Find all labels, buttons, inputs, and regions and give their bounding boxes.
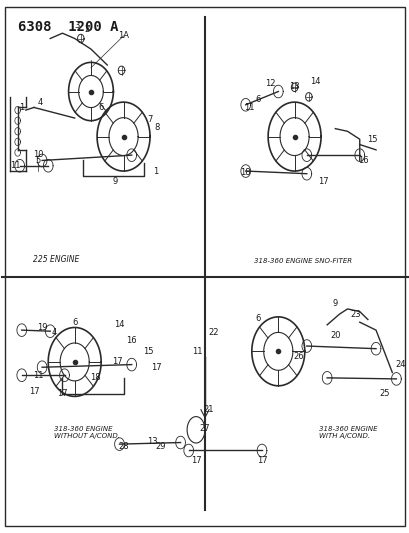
Text: 1: 1 <box>153 166 158 175</box>
Text: 29: 29 <box>155 442 165 451</box>
Text: 6: 6 <box>255 95 260 104</box>
Text: 7: 7 <box>147 115 152 124</box>
Text: 14: 14 <box>309 77 319 86</box>
Text: 21: 21 <box>203 405 214 414</box>
Text: 1: 1 <box>19 103 24 112</box>
Text: 27: 27 <box>199 424 210 433</box>
Text: 225 ENGINE: 225 ENGINE <box>33 255 79 264</box>
Text: 318-360 ENGINE SNO-FITER: 318-360 ENGINE SNO-FITER <box>253 258 351 264</box>
Text: 28: 28 <box>118 442 128 451</box>
Text: 25: 25 <box>378 389 389 398</box>
Text: 13: 13 <box>289 82 299 91</box>
Text: 22: 22 <box>207 328 218 337</box>
Text: 18: 18 <box>90 373 100 382</box>
Text: 318-360 ENGINE
WITHOUT A/COND.: 318-360 ENGINE WITHOUT A/COND. <box>54 425 120 439</box>
Text: 17: 17 <box>29 386 39 395</box>
Text: 4: 4 <box>52 328 57 337</box>
Text: 18: 18 <box>240 167 250 176</box>
Text: 11: 11 <box>244 103 254 112</box>
Text: 17: 17 <box>256 456 267 465</box>
Text: 17: 17 <box>151 363 161 372</box>
Text: 1A: 1A <box>118 31 129 41</box>
Text: 318-360 ENGINE
WITH A/COND.: 318-360 ENGINE WITH A/COND. <box>318 425 377 439</box>
Text: 26: 26 <box>292 352 303 361</box>
Text: 24: 24 <box>394 360 405 369</box>
Text: 4: 4 <box>37 98 43 107</box>
Text: 13: 13 <box>146 437 157 446</box>
Text: 6: 6 <box>255 314 260 323</box>
Text: 17: 17 <box>317 177 328 186</box>
Text: 6308  1200 A: 6308 1200 A <box>18 20 118 34</box>
Text: 2: 2 <box>84 25 89 34</box>
Text: 15: 15 <box>142 347 153 356</box>
Text: 19: 19 <box>37 323 47 332</box>
Text: 14: 14 <box>114 320 124 329</box>
Text: 20: 20 <box>329 331 340 340</box>
Text: 8: 8 <box>154 123 159 132</box>
Text: 17: 17 <box>191 456 202 465</box>
Text: 16: 16 <box>126 336 137 345</box>
Text: 6: 6 <box>98 103 103 112</box>
Text: 17: 17 <box>57 389 67 398</box>
Text: 11: 11 <box>33 370 43 379</box>
Text: 9: 9 <box>332 299 337 308</box>
Text: 12: 12 <box>264 79 275 88</box>
Text: 9: 9 <box>112 177 118 186</box>
Text: 10: 10 <box>33 150 43 159</box>
Text: 16: 16 <box>357 156 368 165</box>
Text: 23: 23 <box>350 310 360 319</box>
Text: 5: 5 <box>35 156 40 165</box>
Text: 17: 17 <box>112 358 122 367</box>
Text: 3: 3 <box>74 21 79 30</box>
Text: 15: 15 <box>366 135 376 144</box>
Text: 11: 11 <box>10 161 21 170</box>
Text: 6: 6 <box>72 318 77 327</box>
Text: 11: 11 <box>191 347 202 356</box>
